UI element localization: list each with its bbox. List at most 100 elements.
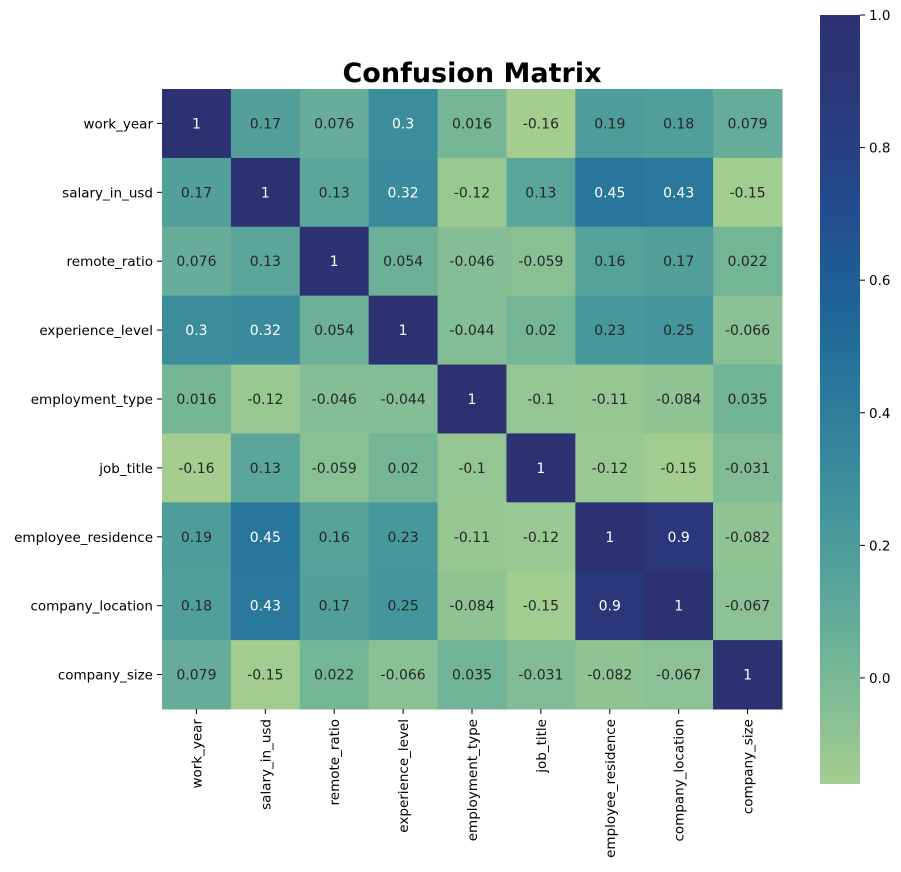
y-tick-label: company_location	[30, 599, 153, 615]
cell-value-label: 0.035	[728, 392, 768, 408]
cell-value-label: 0.18	[181, 599, 212, 615]
cell-value-label: -0.1	[527, 392, 554, 408]
cell-value-label: 0.43	[250, 599, 281, 615]
cell-value-label: 0.43	[663, 185, 694, 201]
cell-value-label: 0.13	[250, 461, 281, 477]
cell-value-label: 0.016	[452, 116, 492, 132]
y-axis: work_yearsalary_in_usdremote_ratioexperi…	[14, 116, 162, 683]
cell-value-label: 0.02	[525, 323, 556, 339]
colorbar-tick-label: 0.0	[869, 671, 890, 687]
x-axis: work_year salary_in_usd remote_ratio experi…	[189, 709, 756, 858]
cell-value-label: 1	[261, 185, 270, 201]
colorbar-ticks: 0.00.20.40.60.81.0	[860, 8, 890, 687]
cell-value-label: -0.15	[523, 599, 559, 615]
cell-value-label: -0.1	[458, 461, 485, 477]
cell-value-label: 0.13	[525, 185, 556, 201]
cell-value-label: 0.13	[319, 185, 350, 201]
cell-value-label: 1	[674, 599, 683, 615]
y-tick-label: company_size	[58, 668, 153, 684]
cell-value-label: 0.022	[314, 668, 354, 684]
cell-value-label: 0.23	[388, 530, 419, 546]
cell-value-label: -0.046	[312, 392, 357, 408]
cell-value-label: 0.45	[594, 185, 625, 201]
cell-value-label: -0.082	[725, 530, 770, 546]
cell-value-label: -0.12	[523, 530, 559, 546]
cell-value-label: -0.044	[381, 392, 426, 408]
x-tick-label: company_size	[741, 719, 757, 814]
cell-value-label: 0.19	[594, 116, 625, 132]
x-tick-label: employment_type	[465, 719, 481, 841]
cell-value-label: 0.02	[388, 461, 419, 477]
cell-value-label: 1	[605, 530, 614, 546]
cell-value-label: 0.076	[176, 254, 216, 270]
cell-value-label: 0.016	[176, 392, 216, 408]
cell-value-label: 1	[330, 254, 339, 270]
cell-value-label: 0.16	[594, 254, 625, 270]
colorbar-tick-label: 1.0	[869, 8, 890, 24]
cell-value-label: -0.066	[381, 668, 426, 684]
cell-value-label: -0.16	[178, 461, 214, 477]
cell-value-label: 0.022	[728, 254, 768, 270]
cell-value-label: -0.12	[454, 185, 490, 201]
cell-value-label: 0.23	[594, 323, 625, 339]
cell-value-label: -0.031	[725, 461, 770, 477]
cell-value-label: -0.031	[518, 668, 563, 684]
cell-value-label: 0.16	[319, 530, 350, 546]
cell-value-label: 0.32	[250, 323, 281, 339]
cell-value-label: 0.3	[392, 116, 414, 132]
colorbar-tick-label: 0.2	[869, 538, 890, 554]
y-tick-label: employment_type	[31, 392, 153, 408]
x-tick-label: remote_ratio	[327, 719, 343, 805]
cell-value-label: 0.17	[663, 254, 694, 270]
colorbar-tick-label: 0.6	[869, 273, 890, 289]
x-tick-label: work_year	[189, 719, 205, 789]
x-tick-label: employee_residence	[603, 719, 619, 858]
cell-value-label: -0.059	[518, 254, 563, 270]
cell-value-label: 0.13	[250, 254, 281, 270]
cell-value-label: -0.16	[523, 116, 559, 132]
cell-value-label: -0.12	[247, 392, 283, 408]
colorbar-tick-label: 0.4	[869, 406, 890, 422]
y-tick-label: job_title	[98, 461, 153, 477]
cell-value-label: -0.11	[592, 392, 628, 408]
cell-value-label: -0.067	[725, 599, 770, 615]
cell-value-label: 0.079	[728, 116, 768, 132]
cell-value-label: 1	[536, 461, 545, 477]
cell-value-label: 0.3	[185, 323, 207, 339]
x-tick-label: salary_in_usd	[258, 719, 274, 810]
y-tick-label: work_year	[83, 116, 153, 132]
cell-value-label: 0.079	[176, 668, 216, 684]
cell-value-label: -0.11	[454, 530, 490, 546]
cell-value-label: 1	[743, 668, 752, 684]
heatmap-cells: 1 0.17 0.076 0.3 0.016 -0.16 0.19 0.18 0.079 0.17…	[162, 89, 783, 710]
cell-value-label: 0.25	[663, 323, 694, 339]
colorbar: 0.0 0.2 0.4 0.6 0.8 1.0	[820, 8, 890, 784]
cell-value-label: 0.45	[250, 530, 281, 546]
cell-value-label: -0.067	[656, 668, 701, 684]
cell-value-label: 0.32	[388, 185, 419, 201]
cell-value-label: 0.17	[181, 185, 212, 201]
y-tick-label: salary_in_usd	[62, 185, 153, 201]
cell-value-label: -0.15	[247, 668, 283, 684]
cell-value-label: -0.082	[587, 668, 632, 684]
cell-value-label: 1	[192, 116, 201, 132]
cell-value-label: 0.19	[181, 530, 212, 546]
cell-value-label: 0.054	[314, 323, 354, 339]
cell-value-label: 0.035	[452, 668, 492, 684]
cell-value-label: -0.15	[661, 461, 697, 477]
cell-value-label: 1	[468, 392, 477, 408]
chart-title: Confusion Matrix	[342, 58, 601, 89]
cell-value-label: -0.084	[656, 392, 701, 408]
cell-value-label: 0.17	[319, 599, 350, 615]
y-tick-label: employee_residence	[14, 530, 153, 546]
cell-value-label: 0.9	[668, 530, 690, 546]
cell-value-label: 0.18	[663, 116, 694, 132]
x-tick-label: company_location	[672, 719, 688, 842]
cell-value-label: -0.084	[449, 599, 494, 615]
cell-value-label: -0.15	[729, 185, 765, 201]
cell-value-label: 1	[399, 323, 408, 339]
colorbar-gradient	[820, 15, 860, 784]
y-tick-label: remote_ratio	[67, 254, 153, 270]
cell-value-label: 0.076	[314, 116, 354, 132]
